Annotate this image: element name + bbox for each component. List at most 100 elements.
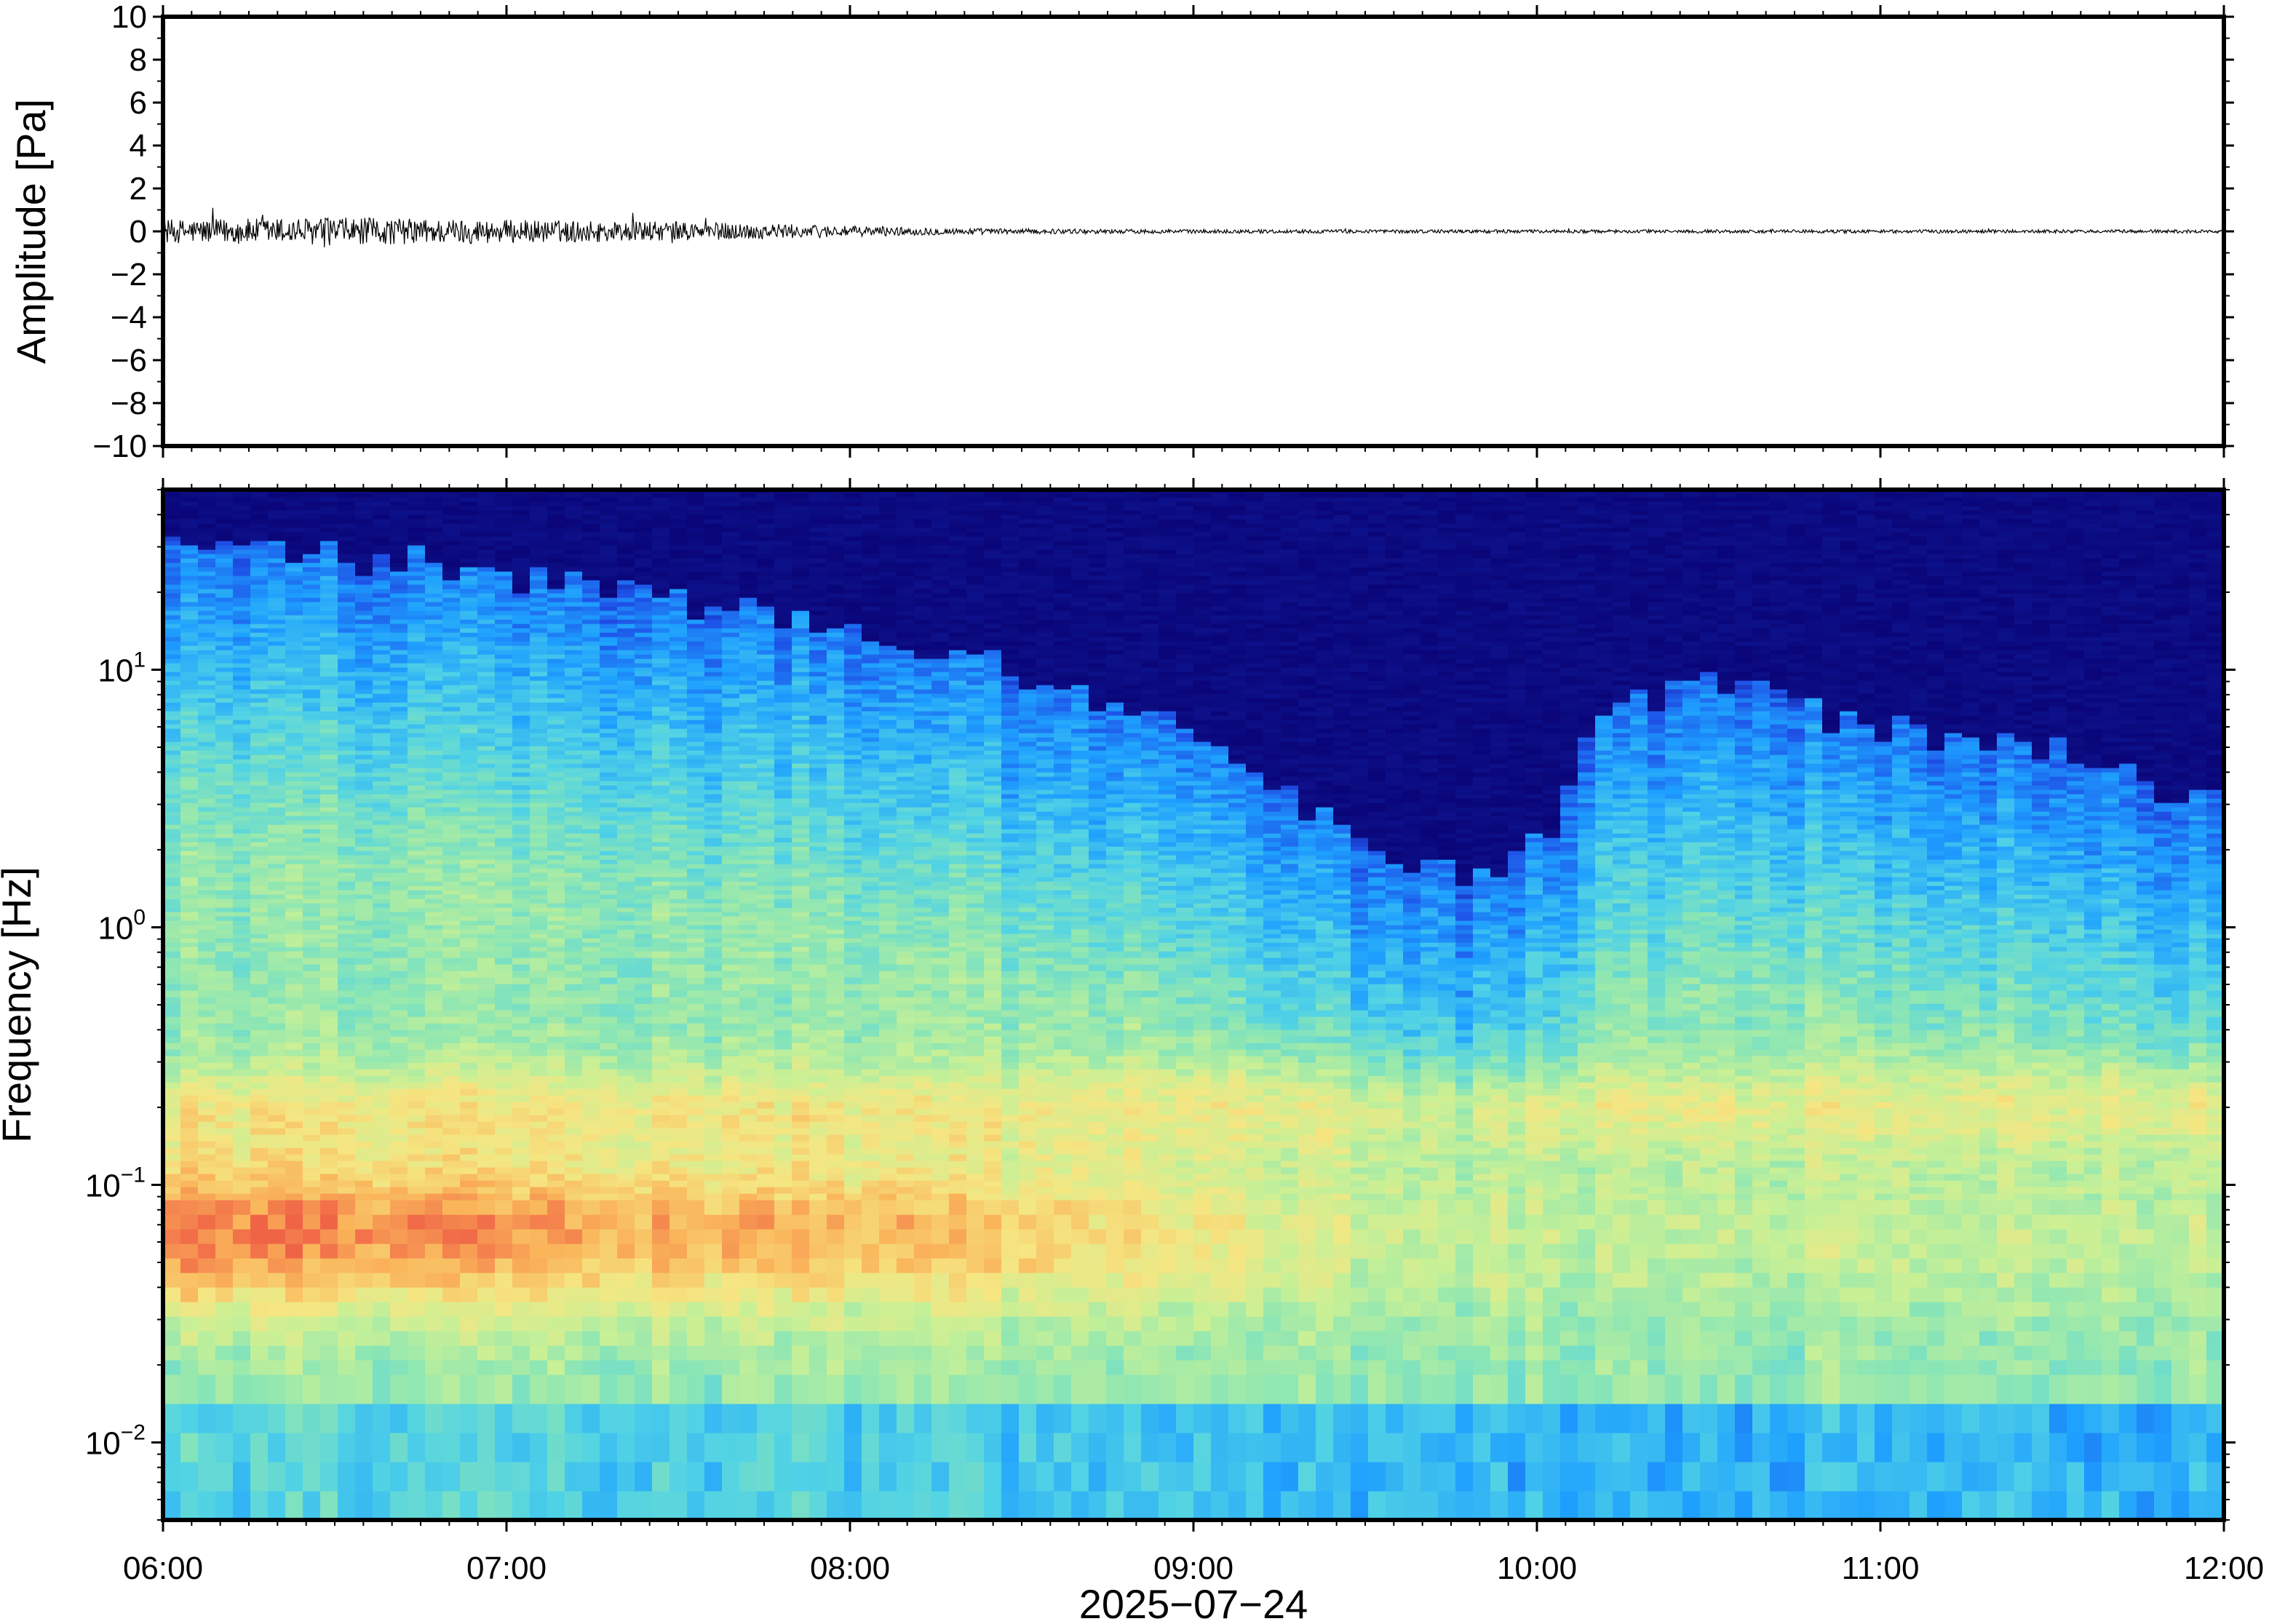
spectrogram-cell: [303, 597, 321, 602]
spectrogram-cell: [215, 1062, 234, 1070]
spectrogram-cell: [355, 934, 373, 939]
spectrogram-cell: [180, 654, 199, 659]
spectrogram-cell: [600, 580, 618, 585]
spectrogram-cell: [373, 720, 391, 725]
spectrogram-cell: [268, 1345, 286, 1361]
spectrogram-cell: [198, 859, 216, 864]
spectrogram-cell: [477, 1243, 496, 1259]
spectrogram-cell: [268, 593, 286, 598]
spectrogram-cell: [669, 798, 688, 803]
spectrogram-cell: [198, 676, 216, 681]
spectrogram-cell: [338, 851, 356, 856]
spectrogram-cell: [512, 833, 531, 838]
spectrogram-cell: [547, 720, 565, 725]
spectrogram-cell: [303, 689, 321, 694]
spectrogram-cell: [460, 493, 478, 498]
spectrogram-cell: [320, 1187, 338, 1194]
spectrogram-cell: [442, 750, 461, 755]
spectrogram-cell: [582, 1287, 600, 1302]
spectrogram-cell: [512, 755, 531, 760]
spectrogram-cell: [303, 1010, 321, 1017]
spectrogram-cell: [390, 528, 408, 533]
spectrogram-cell: [565, 1193, 583, 1201]
spectrogram-cell: [268, 615, 286, 620]
spectrogram-cell: [635, 1229, 653, 1244]
spectrogram-cell: [338, 798, 356, 803]
spectrogram-cell: [303, 667, 321, 672]
spectrogram-cell: [565, 1287, 583, 1302]
spectrogram-cell: [338, 1360, 356, 1375]
spectrogram-cell: [582, 929, 600, 934]
spectrogram-cell: [547, 1200, 565, 1215]
spectrogram-cell: [390, 1193, 408, 1201]
spectrogram-cell: [635, 1161, 653, 1168]
spectrogram-cell: [338, 645, 356, 650]
spectrogram-cell: [495, 728, 513, 733]
spectrogram-cell: [460, 689, 478, 694]
spectrogram-cell: [512, 746, 531, 751]
spectrogram-cell: [373, 997, 391, 1004]
spectrogram-cell: [180, 1030, 199, 1037]
spectrogram-cell: [163, 990, 181, 998]
spectrogram-cell: [373, 1214, 391, 1230]
spectrogram-cell: [233, 920, 251, 926]
spectrogram-cell: [635, 1360, 653, 1375]
spectrogram-cell: [582, 1331, 600, 1346]
spectrogram-cell: [320, 1258, 338, 1273]
spectrogram-cell: [355, 894, 373, 899]
spectrogram-cell: [180, 541, 199, 546]
spectrogram-cell: [425, 554, 443, 559]
spectrogram-cell: [355, 619, 373, 624]
spectrogram-cell: [565, 1141, 583, 1148]
spectrogram-cell: [198, 925, 216, 930]
spectrogram-cell: [477, 746, 496, 751]
spectrogram-cell: [530, 663, 548, 668]
spectrogram-cell: [198, 1193, 216, 1201]
spectrogram-cell: [600, 894, 618, 899]
spectrogram-cell: [617, 1003, 635, 1011]
spectrogram-cell: [582, 554, 600, 559]
spectrogram-cell: [652, 724, 670, 729]
spectrogram-cell: [617, 737, 635, 742]
spectrogram-cell: [425, 846, 443, 851]
spectrogram-cell: [460, 1229, 478, 1244]
spectrogram-cell: [163, 1102, 181, 1109]
spectrogram-cell: [163, 693, 181, 698]
spectrogram-cell: [617, 1243, 635, 1259]
spectrogram-cell: [390, 663, 408, 668]
spectrogram-cell: [373, 1102, 391, 1109]
spectrogram-cell: [495, 1193, 513, 1201]
spectrogram-cell: [250, 794, 269, 799]
spectrogram-cell: [477, 851, 496, 856]
spectrogram-cell: [408, 1154, 426, 1161]
spectrogram-cell: [163, 1088, 181, 1096]
spectrogram-cell: [390, 1258, 408, 1273]
spectrogram-cell: [565, 1180, 583, 1187]
spectrogram-cell: [285, 658, 303, 664]
spectrogram-cell: [600, 977, 618, 984]
spectrogram-cell: [652, 1187, 670, 1194]
spectrogram-cell: [233, 689, 251, 694]
spectrogram-cell: [198, 663, 216, 668]
spectrogram-cell: [338, 881, 356, 886]
spectrogram-cell: [373, 724, 391, 729]
spectrogram-cell: [512, 1193, 531, 1201]
spectrogram-cell: [617, 772, 635, 777]
spectrogram-cell: [669, 789, 688, 795]
spectrogram-cell: [303, 829, 321, 834]
spectrogram-cell: [215, 1115, 234, 1122]
spectrogram-cell: [495, 803, 513, 808]
spectrogram-cell: [268, 746, 286, 751]
spectrogram-cell: [390, 584, 408, 589]
spectrogram-cell: [495, 907, 513, 912]
spectrogram-cell: [530, 514, 548, 520]
spectrogram-cell: [617, 1016, 635, 1024]
spectrogram-cell: [635, 619, 653, 624]
spectrogram-cell: [163, 549, 181, 554]
spectrogram-cell: [442, 1374, 461, 1404]
spectrogram-cell: [460, 536, 478, 541]
spectrogram-cell: [355, 1433, 373, 1462]
spectrogram-cell: [268, 1134, 286, 1142]
spectrogram-cell: [425, 1056, 443, 1063]
spectrogram-cell: [460, 685, 478, 690]
